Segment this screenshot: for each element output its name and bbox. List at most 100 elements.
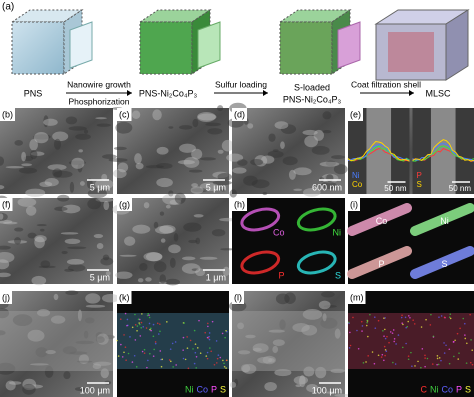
texture [181, 256, 196, 261]
panel-label: (k) [119, 292, 130, 302]
texture [171, 342, 174, 345]
texture [138, 322, 140, 324]
texture [153, 261, 167, 273]
band [0, 311, 113, 371]
texture [156, 146, 169, 155]
texture [205, 355, 208, 357]
step-label: Phosphorization [69, 96, 130, 106]
texture [365, 361, 367, 363]
arrow-head [409, 90, 414, 96]
texture [61, 204, 81, 214]
scale-bar-label: 5 μm [206, 182, 226, 192]
texture [25, 205, 37, 216]
texture [165, 278, 181, 286]
texture [65, 116, 78, 125]
texture [429, 324, 432, 326]
texture [432, 335, 435, 338]
schematic-art [10, 9, 470, 81]
texture [152, 355, 155, 357]
texture [462, 317, 465, 320]
texture [448, 316, 451, 319]
texture [195, 268, 206, 277]
panel-label: (l) [234, 292, 242, 302]
texture [464, 334, 466, 336]
texture [225, 330, 227, 332]
texture [457, 358, 460, 360]
texture [206, 336, 209, 339]
texture [404, 316, 407, 319]
map-ring [240, 250, 281, 275]
texture [219, 356, 222, 359]
texture [430, 313, 432, 316]
texture [384, 317, 386, 319]
texture [221, 139, 234, 152]
legend-entry: S [465, 384, 471, 394]
texture [124, 236, 136, 246]
texture [384, 337, 387, 340]
texture [426, 357, 429, 360]
texture [384, 354, 386, 357]
texture [322, 111, 332, 120]
texture [129, 336, 131, 338]
texture [385, 350, 388, 353]
texture [113, 146, 127, 151]
texture [302, 129, 318, 136]
texture [374, 327, 377, 329]
texture [148, 314, 150, 316]
panel-label: (c) [119, 109, 130, 119]
step-label: Coat filtration shell [351, 79, 421, 89]
texture [321, 173, 339, 184]
texture [443, 352, 446, 354]
texture [222, 266, 230, 276]
texture [0, 156, 5, 166]
texture [146, 366, 148, 369]
texture [464, 337, 467, 340]
texture [47, 164, 67, 171]
texture [159, 224, 176, 234]
panel-label: (a) [2, 2, 14, 13]
scale-bar-label: 1 μm [206, 272, 226, 282]
rod [347, 246, 412, 279]
texture [229, 189, 237, 198]
texture [393, 338, 396, 340]
texture [411, 365, 413, 367]
texture [182, 357, 185, 360]
texture [134, 313, 136, 316]
texture [184, 358, 187, 361]
panel: Ni Co P S (k) [116, 291, 229, 397]
texture [325, 160, 336, 167]
texture [211, 229, 226, 237]
texture [407, 320, 410, 323]
texture [53, 293, 59, 301]
texture [299, 375, 306, 388]
panel-label-bg [348, 108, 363, 121]
texture [217, 149, 224, 154]
element-label: Ni [440, 216, 449, 226]
texture [182, 349, 184, 351]
texture [158, 281, 168, 284]
texture [87, 198, 102, 210]
texture [318, 300, 331, 310]
texture [168, 359, 171, 361]
texture [193, 329, 196, 332]
texture [169, 257, 176, 268]
texture [195, 237, 201, 245]
texture [471, 363, 474, 366]
texture [401, 322, 403, 324]
texture [34, 236, 45, 249]
texture [123, 351, 125, 354]
texture [65, 290, 79, 296]
line-profile [412, 143, 474, 162]
texture [189, 339, 192, 342]
texture [175, 364, 177, 366]
texture [160, 358, 162, 361]
texture [161, 358, 164, 361]
legend-entry: Co [352, 180, 363, 189]
rod [410, 246, 474, 279]
panel-label-bg [232, 198, 247, 211]
texture [268, 133, 276, 142]
texture [131, 110, 141, 119]
texture [124, 346, 127, 348]
